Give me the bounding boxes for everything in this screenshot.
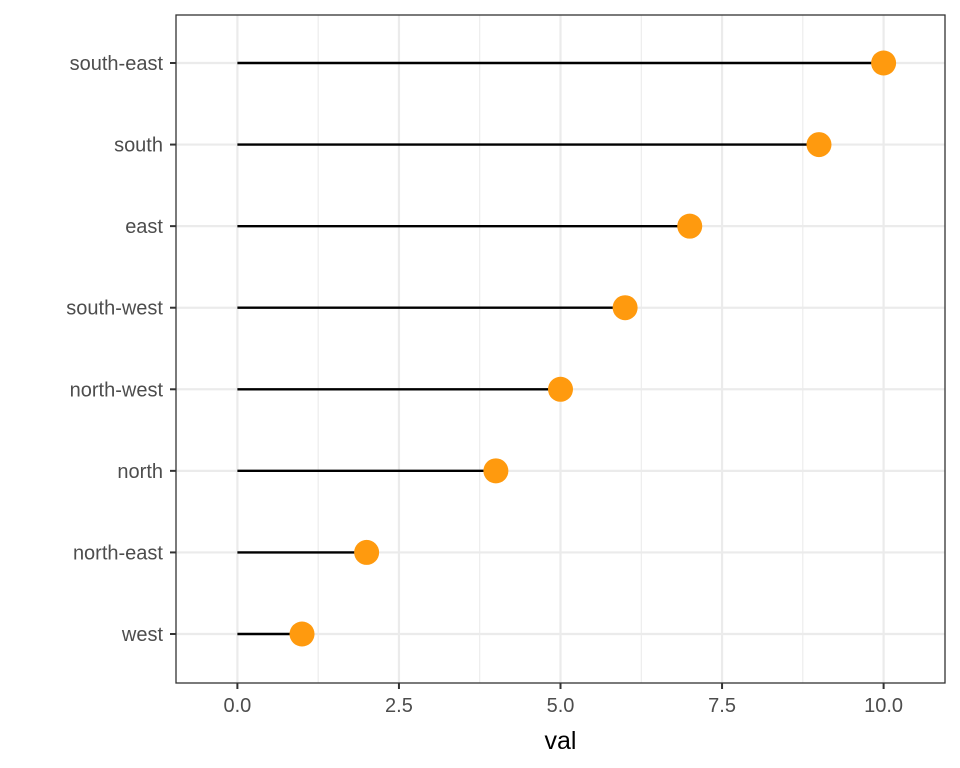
- grid-major: [176, 15, 945, 683]
- lollipop-point: [612, 295, 638, 321]
- y-tick-label: west: [121, 624, 164, 646]
- x-tick-label: 7.5: [708, 695, 736, 717]
- x-axis-title: val: [545, 727, 577, 755]
- lollipop-point: [871, 50, 897, 76]
- x-tick-label: 0.0: [223, 695, 251, 717]
- points: [289, 50, 897, 647]
- y-tick-label: south-east: [70, 53, 164, 75]
- lollipop-point: [354, 539, 380, 565]
- lollipop-point: [806, 132, 832, 158]
- lollipop-point: [289, 621, 315, 647]
- y-tick-label: south-west: [66, 298, 163, 320]
- x-axis: 0.0 2.5 5.0 7.5 10.0: [223, 683, 903, 717]
- lollipop-point: [677, 213, 703, 239]
- y-tick-label: east: [125, 216, 163, 238]
- lollipop-point: [548, 376, 573, 402]
- y-axis: west north-east north north-west south-west e…: [66, 53, 176, 646]
- y-tick-label: north: [117, 461, 163, 483]
- y-tick-label: north-west: [70, 379, 164, 401]
- y-tick-label: south: [114, 135, 163, 157]
- x-tick-label: 2.5: [385, 695, 413, 717]
- x-tick-label: 10.0: [864, 695, 903, 717]
- x-tick-label: 5.0: [547, 695, 575, 717]
- lollipop-point: [483, 458, 509, 484]
- stems: [237, 61, 884, 636]
- grid-minor: [317, 15, 804, 683]
- y-tick-label: north-east: [73, 542, 163, 564]
